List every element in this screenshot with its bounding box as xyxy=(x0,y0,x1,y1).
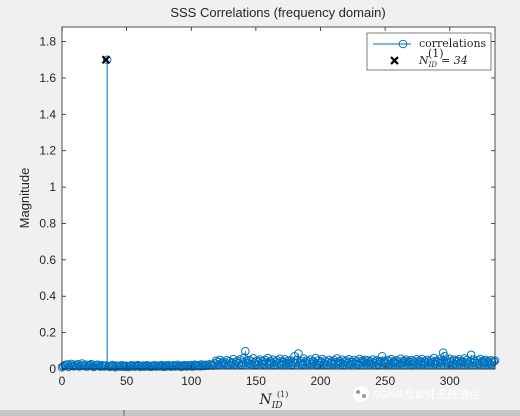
x-tick-label: 100 xyxy=(181,374,201,388)
x-tick-label: 0 xyxy=(59,374,66,388)
stem-marker xyxy=(240,346,250,356)
stem-marker xyxy=(149,361,158,371)
stem-marker xyxy=(409,357,419,366)
y-tick-label: 1.6 xyxy=(39,71,56,85)
stem-marker xyxy=(489,357,498,366)
stem-marker xyxy=(235,355,245,364)
y-tick-label: 0.2 xyxy=(39,326,56,340)
x-axis-label-sub: ID xyxy=(271,401,283,411)
stem-marker xyxy=(102,55,112,65)
axes-box xyxy=(61,26,496,370)
stem-marker xyxy=(66,359,76,369)
svg-text:NID: NID xyxy=(258,392,282,411)
y-tick-label: 1.2 xyxy=(39,144,56,158)
x-tick-label: 200 xyxy=(310,374,330,388)
x-tick-label: 300 xyxy=(440,374,460,388)
stem-marker xyxy=(400,357,409,367)
y-axis: 0 0.2 0.4 0.6 0.8 1 1.2 1.4 1.6 1.8 xyxy=(39,35,495,376)
y-axis-label: Magnitude xyxy=(17,168,32,229)
stem-marker xyxy=(488,358,497,367)
watermark-text: 5GNR及软件无线通信 xyxy=(373,387,481,401)
chart-title: SSS Correlations (frequency domain) xyxy=(170,5,385,20)
legend-label-peak: NID (1) = 34 xyxy=(418,47,468,69)
stem-marker xyxy=(205,359,214,369)
legend-peak-sub: ID xyxy=(428,61,438,69)
stem-marker xyxy=(229,354,238,364)
stem-marker xyxy=(259,360,269,369)
svg-text:NID: NID xyxy=(418,54,437,69)
x-axis: 0 50 100 150 200 250 300 xyxy=(59,27,460,388)
legend-peak-sup: (1) xyxy=(428,47,444,60)
y-tick-label: 0.6 xyxy=(39,253,56,267)
y-tick-label: 0 xyxy=(49,362,56,376)
watermark-logo-icon xyxy=(353,386,369,402)
legend: correlations NID (1) = 34 xyxy=(366,32,492,71)
stem-marker xyxy=(64,362,73,372)
stem-marker xyxy=(383,355,392,365)
legend-label-correlations: correlations xyxy=(419,37,487,50)
stem-marker xyxy=(369,358,379,368)
legend-marker-peak xyxy=(390,56,399,65)
x-tick-label: 50 xyxy=(120,374,134,388)
x-axis-label-base: N xyxy=(258,392,272,408)
y-tick-label: 0.4 xyxy=(39,289,56,303)
stem-marker xyxy=(304,357,314,366)
stem-marker xyxy=(100,362,109,371)
y-tick-label: 1.8 xyxy=(39,35,56,49)
stem-marker xyxy=(310,358,319,367)
series-correlations-markers xyxy=(57,55,500,372)
stem-marker xyxy=(438,348,448,357)
series-peak xyxy=(101,55,111,65)
x-tick-label: 150 xyxy=(246,374,266,388)
stem-marker xyxy=(381,359,391,368)
peak-marker xyxy=(101,55,111,65)
stem-marker xyxy=(453,357,463,367)
y-tick-label: 1.4 xyxy=(39,107,56,121)
stem-marker xyxy=(165,361,174,371)
stem-marker xyxy=(86,359,96,369)
stem-marker xyxy=(294,349,303,358)
x-axis-label: NID (1) xyxy=(258,390,288,411)
y-tick-label: 1 xyxy=(49,180,56,194)
legend-box xyxy=(366,32,492,71)
bottom-strip xyxy=(0,410,520,416)
y-tick-label: 0.8 xyxy=(39,216,56,230)
stem-marker xyxy=(221,358,230,367)
legend-marker-correlations xyxy=(398,39,408,49)
x-tick-label: 250 xyxy=(375,374,395,388)
watermark: 5GNR及软件无线通信 xyxy=(353,386,481,402)
legend-peak-base: N xyxy=(418,54,429,67)
stem-marker xyxy=(155,362,165,371)
x-axis-label-sup: (1) xyxy=(277,390,288,399)
legend-peak-value: = 34 xyxy=(441,54,468,67)
plot-area xyxy=(62,27,495,369)
